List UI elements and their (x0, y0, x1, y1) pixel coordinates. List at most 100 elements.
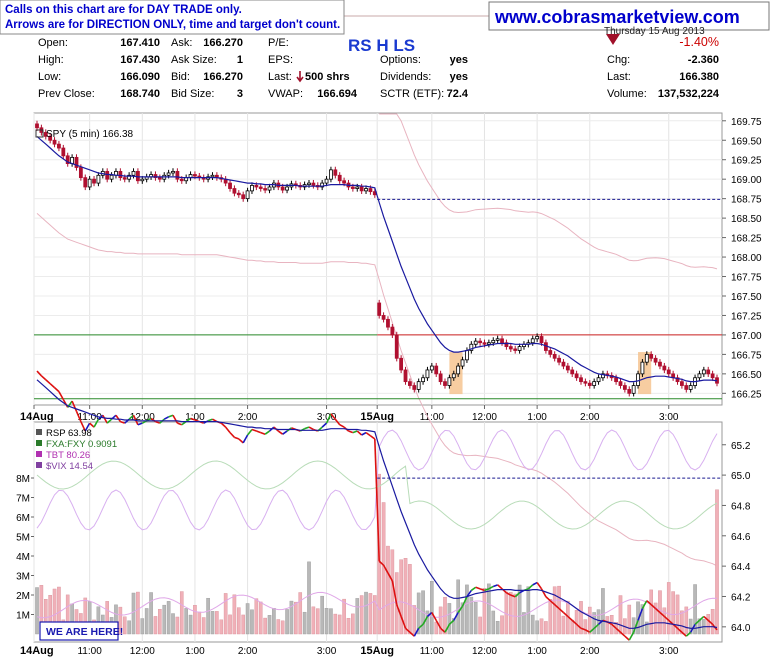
rsp-segment (589, 627, 595, 633)
moving-average-line (36, 135, 718, 383)
quote-value-last2: 166.380 (679, 71, 719, 83)
rsp-segment (554, 604, 560, 610)
rsp-segment (120, 420, 126, 424)
lower-x-tick-label: 2:00 (238, 646, 258, 657)
candle-body (364, 188, 368, 192)
quote-value-bid: 166.270 (203, 71, 243, 83)
candle-body (122, 177, 127, 180)
candle-body (61, 147, 66, 157)
volume-bar (254, 598, 259, 635)
candle-body (381, 315, 386, 320)
price-x-tick-label: 3:00 (317, 412, 337, 423)
rsp-segment (361, 431, 367, 436)
volume-bar (193, 605, 197, 635)
volume-bar (408, 564, 412, 635)
rsp-segment (225, 426, 231, 434)
candle-body (210, 174, 215, 178)
rsp-segment (45, 379, 51, 385)
rsp-segment (36, 370, 42, 377)
price-y-tick-label: 169.00 (731, 175, 762, 186)
volume-bar (149, 592, 153, 635)
volume-bar (342, 598, 346, 635)
lower-band-line (36, 213, 718, 567)
lower-x-tick-label: 2:00 (580, 646, 600, 657)
rsp-segment (260, 431, 266, 435)
volume-bar (535, 620, 539, 635)
rsp-segment (576, 623, 582, 629)
candle-body (517, 346, 522, 351)
rsp-segment (681, 631, 687, 637)
rsp-segment (348, 430, 354, 434)
candle-body (250, 185, 254, 192)
rsp-segment (378, 560, 385, 566)
volume-bar (166, 601, 171, 635)
volume-bar (710, 609, 715, 635)
rsp-segment (128, 414, 135, 420)
rsp-segment (444, 623, 451, 633)
rsp-segment (352, 430, 358, 434)
rsp-segment (646, 600, 652, 606)
price-y-tick-label: 167.25 (731, 311, 762, 322)
price-y-tick-label: 166.75 (731, 350, 762, 361)
volume-bar (482, 588, 487, 635)
candle-body (583, 381, 588, 384)
candle-body (377, 302, 382, 316)
rsp-segment (637, 608, 644, 621)
volume-bar (693, 584, 697, 635)
volume-bar (294, 601, 298, 635)
rsp-segment (435, 620, 442, 629)
candle-body (631, 385, 636, 394)
volume-bar (451, 618, 456, 635)
volume-bar (548, 599, 553, 635)
change-down-arrow-icon (606, 34, 620, 45)
notice-box (0, 0, 345, 35)
price-y-tick-label: 166.25 (731, 389, 762, 400)
rsp-segment (229, 432, 236, 438)
lower-x-tick-label: 1:00 (185, 646, 205, 657)
notice-line-1: Calls on this chart are for DAY TRADE on… (5, 4, 242, 16)
volume-bar (447, 603, 452, 635)
rsp-segment (282, 430, 288, 435)
volume-bar (188, 614, 193, 635)
rsp-segment (703, 615, 709, 621)
volume-bar (206, 597, 210, 635)
volume-bar (197, 611, 202, 635)
price-panel-frame (33, 112, 723, 406)
price-x-tick-label: 1:00 (527, 412, 547, 423)
lower-y-tick-label: 65.2 (731, 441, 751, 452)
candle-body (443, 381, 447, 386)
volume-bar (456, 579, 460, 635)
candle-body (460, 359, 465, 367)
candle-body (456, 365, 461, 375)
rsp-moving-average (36, 379, 718, 629)
candle-body (539, 336, 544, 344)
price-x-tick-label: 12:00 (472, 412, 497, 423)
candle-body (421, 377, 425, 383)
candle-body (688, 385, 693, 390)
candle-body (425, 369, 430, 379)
volume-bar (245, 603, 250, 635)
candle-body (355, 186, 360, 189)
candle-body (701, 369, 706, 375)
rsp-segment (334, 418, 341, 426)
rsp-segment (431, 612, 437, 621)
candle-body (48, 135, 53, 141)
candle-body (136, 170, 140, 182)
rsp-segment (628, 631, 635, 641)
quote-label-low_label: Low: (38, 71, 61, 83)
candle-body (482, 342, 487, 345)
volume-bar (671, 591, 675, 635)
candle-body (329, 169, 333, 180)
rsp-segment (264, 430, 270, 435)
candle-body (65, 155, 70, 165)
candle-body (368, 188, 373, 193)
rsp-segment (536, 582, 543, 590)
candle-body (236, 192, 241, 196)
lower-x-tick-label: 1:00 (527, 646, 547, 657)
quote-value-dividends: yes (450, 71, 468, 83)
candle-body (258, 186, 263, 189)
candle-body (565, 365, 570, 371)
lower-x-tick-label: 11:00 (420, 646, 445, 657)
highlight-box (449, 352, 463, 395)
rsp-segment (453, 612, 459, 621)
